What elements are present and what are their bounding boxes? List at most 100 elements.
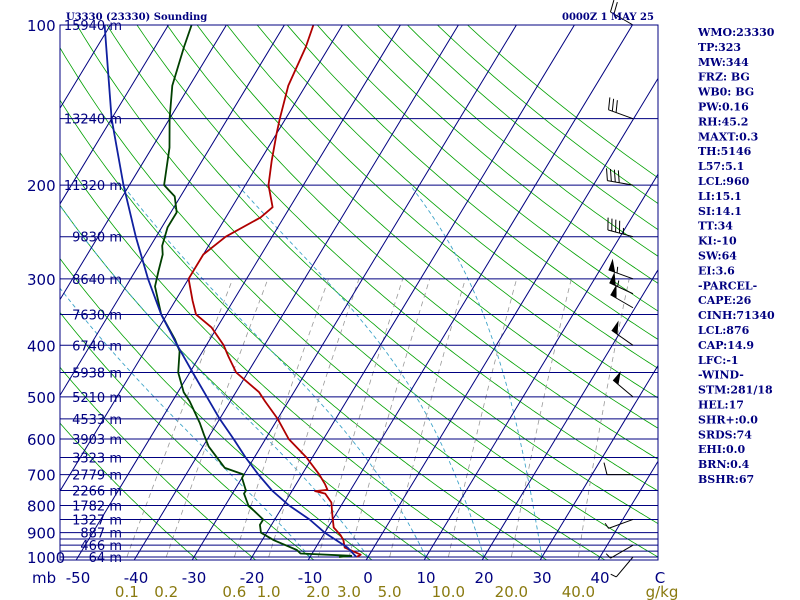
- wind-barb-feather: [606, 168, 608, 181]
- index-entry: HEL:17: [698, 399, 744, 412]
- wind-barb-half-feather: [604, 522, 609, 529]
- pressure-tick-label: 100: [27, 17, 56, 35]
- temperature-unit-label: C: [655, 569, 665, 587]
- index-entry: EI:3.6: [698, 264, 735, 277]
- isotherm-lines: [0, 13, 658, 568]
- plot-frame: [59, 24, 659, 561]
- height-labels: 15940 m 13240 m 11320 m 9830 m 8640 m 7630 m 6…: [64, 19, 122, 566]
- mixing-ratio-line: [126, 278, 234, 558]
- index-entry: LCL:876: [698, 324, 750, 337]
- index-list: WMO:23330 TP:323 MW:344 FRZ: BG WB0: BG PW:0.…: [697, 26, 775, 486]
- height-label: 5938 m: [72, 367, 122, 382]
- dry-adiabat-line: [136, 25, 658, 492]
- index-entry: FRZ: BG: [698, 71, 750, 84]
- mixing-ratio-tick-label: 0.1: [115, 583, 139, 600]
- index-entry: SI:14.1: [698, 205, 742, 218]
- mixing-ratio-unit-label: g/kg: [646, 583, 679, 600]
- dry-adiabat-line: [60, 366, 257, 560]
- index-entry: WMO:23330: [697, 26, 775, 39]
- dry-adiabat-line: [106, 25, 658, 525]
- pressure-unit-label: mb: [32, 569, 56, 587]
- isotherm-line: [365, 77, 658, 560]
- wind-barb-feather: [603, 462, 608, 475]
- dry-adiabat-line: [60, 422, 199, 560]
- height-label: 11320 m: [64, 179, 122, 194]
- dry-adiabat-line: [346, 25, 658, 284]
- dewpoint-trace: [154, 25, 353, 558]
- wind-barb-feather: [615, 100, 618, 113]
- wind-barb-flag: [609, 271, 616, 286]
- wind-barb-staff: [608, 518, 634, 529]
- height-label: 1327 m: [72, 513, 122, 528]
- height-label: 6740 m: [72, 339, 122, 354]
- mixing-ratio-tick-label: 20.0: [495, 583, 528, 600]
- isotherm-line: [60, 25, 343, 492]
- mixing-ratio-tick-label: 10.0: [432, 583, 465, 600]
- pressure-tick-label: 700: [27, 467, 56, 485]
- height-label: 3323 m: [72, 451, 122, 466]
- mixing-ratio-tick-labels: 0.1 0.2 0.6 1.0 2.0 3.0 5.0 10.0 20.0 40.0 g/kg: [115, 583, 678, 600]
- wind-barb: [609, 271, 634, 295]
- wind-barb: [607, 217, 634, 238]
- index-entry: BRN:0.4: [698, 458, 750, 471]
- temperature-tick-label: 40: [590, 569, 609, 587]
- index-entry: TH:5146: [698, 145, 752, 158]
- wind-barb-feather: [608, 97, 611, 110]
- mixing-ratio-tick-label: 0.6: [222, 583, 246, 600]
- index-entry: EHI:0.0: [698, 443, 745, 456]
- wind-barb-half-feather: [610, 573, 617, 578]
- isobar-lines: [60, 25, 658, 558]
- pressure-tick-label: 600: [27, 431, 56, 449]
- wind-barbs: [603, 0, 634, 578]
- index-entry: CINH:71340: [698, 309, 775, 322]
- wind-barb-half-feather: [616, 266, 619, 274]
- index-entry: -PARCEL-: [698, 279, 757, 292]
- wind-barb-staff: [611, 329, 634, 346]
- index-entry: CAP:14.9: [698, 339, 754, 352]
- sounding-traces: [103, 25, 362, 558]
- mixing-ratio-tick-label: 40.0: [562, 583, 595, 600]
- pressure-tick-label: 300: [27, 271, 56, 289]
- wind-barb-staff: [607, 229, 634, 238]
- isotherm-line: [423, 173, 658, 560]
- index-entry: WB0: BG: [697, 86, 754, 99]
- wind-barb-feather: [611, 98, 615, 112]
- index-entry: MW:344: [698, 56, 749, 69]
- pressure-tick-label: 500: [27, 389, 56, 407]
- wind-barb-flag: [608, 258, 616, 273]
- temperature-tick-label: -30: [182, 569, 207, 587]
- mixing-ratio-tick-label: 1.0: [257, 583, 281, 600]
- isotherm-line: [307, 25, 633, 560]
- index-entry: STM:281/18: [698, 384, 773, 397]
- isotherm-line: [0, 13, 2, 568]
- wind-barb-feather: [613, 1, 618, 15]
- isotherm-line: [0, 13, 60, 568]
- index-entry: KI:-10: [698, 235, 737, 248]
- index-entry: SW:64: [698, 250, 737, 263]
- height-label: 13240 m: [64, 113, 122, 128]
- height-label: 15940 m: [64, 19, 122, 34]
- index-entry: PW:0.16: [698, 101, 749, 114]
- index-entry: MAXT:0.3: [698, 130, 758, 143]
- mixing-ratio-line: [268, 278, 360, 558]
- height-label: 7630 m: [72, 308, 122, 323]
- dry-adiabat-line: [60, 204, 432, 560]
- wind-barb: [605, 544, 634, 559]
- index-entry: CAPE:26: [698, 294, 752, 307]
- index-entry: RH:45.2: [698, 115, 748, 128]
- wind-barb: [608, 97, 634, 120]
- height-label: 466 m: [80, 539, 122, 554]
- isotherm-line: [60, 25, 169, 205]
- index-entry: L57:5.1: [698, 160, 744, 173]
- isotherm-line: [60, 25, 227, 301]
- height-label: 64 m: [89, 551, 122, 566]
- index-entry: LCL:960: [698, 175, 750, 188]
- temperature-tick-label: 20: [474, 569, 493, 587]
- isotherm-line: [539, 364, 658, 560]
- height-label: 4533 m: [72, 413, 122, 428]
- wind-barb-flag: [611, 320, 619, 335]
- dry-adiabat-line: [256, 25, 658, 369]
- dry-adiabat-line: [376, 25, 658, 257]
- wind-barb-staff: [610, 544, 634, 559]
